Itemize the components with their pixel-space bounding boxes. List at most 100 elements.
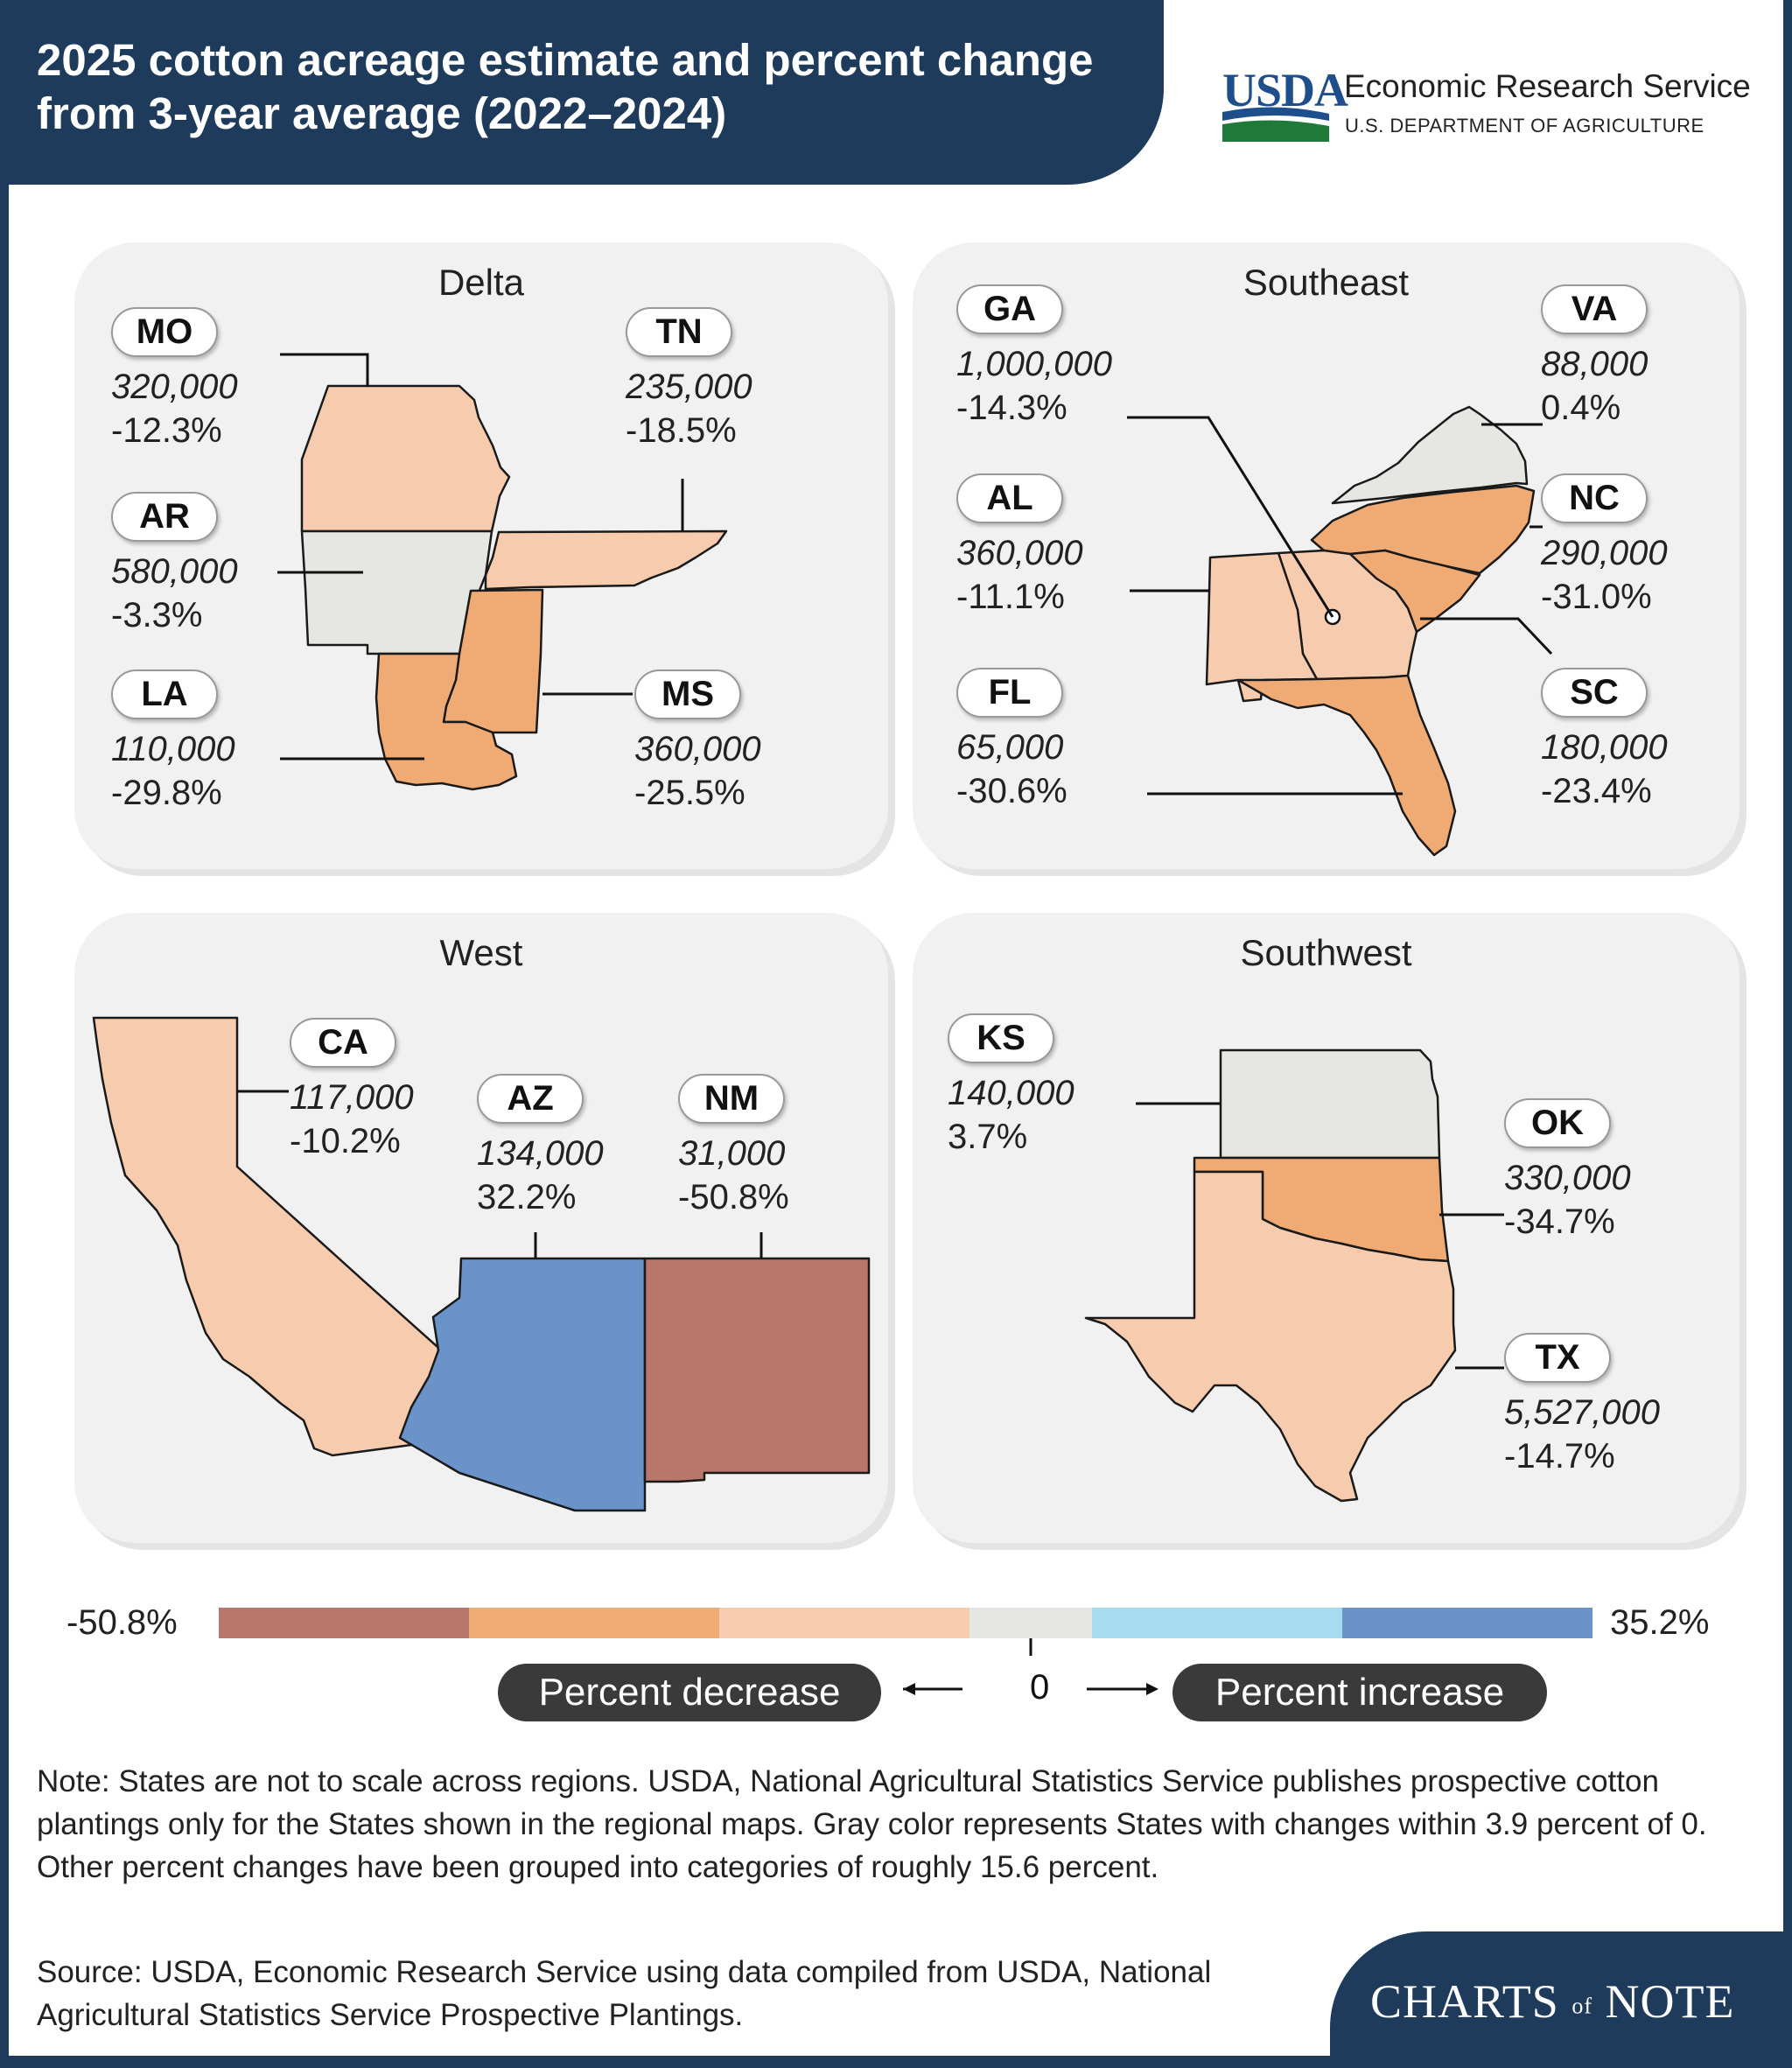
- state-change-sc: -23.4%: [1541, 772, 1652, 810]
- state-shape-ca: [92, 1016, 452, 1457]
- region-panel-west: West CA 117,000 -10.2% AZ 134,000 32.2% …: [74, 913, 888, 1543]
- state-abbr-mo: MO: [111, 307, 218, 357]
- state-abbr-ca: CA: [290, 1018, 396, 1068]
- state-acreage-ms: 360,000: [634, 730, 761, 768]
- note-text: Note: States are not to scale across reg…: [37, 1764, 1707, 1884]
- state-shape-nm: [643, 1257, 871, 1483]
- state-acreage-tn: 235,000: [626, 368, 752, 406]
- state-label-al: AL 360,000 -11.1%: [956, 473, 1083, 620]
- state-abbr-ms: MS: [634, 669, 741, 719]
- state-abbr-ga: GA: [956, 284, 1063, 334]
- state-shape-fl: [1236, 674, 1457, 857]
- logo-word-charts: CHARTS: [1370, 1975, 1559, 2028]
- state-change-az: 32.2%: [477, 1178, 577, 1216]
- state-abbr-nc: NC: [1541, 473, 1648, 523]
- state-abbr-tn: TN: [626, 307, 732, 357]
- state-abbr-al: AL: [956, 473, 1063, 523]
- header-band: 2025 cotton acreage estimate and percent…: [9, 0, 1164, 185]
- legend-swatch-6: [1342, 1608, 1592, 1638]
- state-acreage-nm: 31,000: [678, 1134, 786, 1173]
- state-abbr-la: LA: [111, 669, 218, 719]
- chart-frame: 2025 cotton acreage estimate and percent…: [9, 0, 1792, 2068]
- state-acreage-nc: 290,000: [1541, 534, 1668, 572]
- legend-swatch-5: [1092, 1608, 1342, 1638]
- state-acreage-tx: 5,527,000: [1504, 1393, 1660, 1432]
- region-title-delta: Delta: [438, 262, 525, 303]
- state-label-fl: FL 65,000 -30.6%: [956, 668, 1068, 814]
- agency-name: Economic Research Service: [1344, 68, 1751, 104]
- leader-line-sc: [1420, 617, 1553, 655]
- state-change-va: 0.4%: [1541, 389, 1621, 427]
- logo-word-note: NOTE: [1605, 1975, 1735, 2028]
- legend-max-label: 35.2%: [1610, 1603, 1710, 1642]
- state-label-sc: SC 180,000 -23.4%: [1541, 668, 1668, 814]
- state-label-va: VA 88,000 0.4%: [1541, 284, 1648, 431]
- department-name: U.S. DEPARTMENT OF AGRICULTURE: [1345, 115, 1704, 137]
- state-acreage-fl: 65,000: [956, 728, 1064, 767]
- state-label-ok: OK 330,000 -34.7%: [1504, 1098, 1631, 1244]
- state-acreage-mo: 320,000: [111, 368, 238, 406]
- region-panel-southeast: Southeast GA 1,000,000 -14.3% VA 88,000 …: [913, 242, 1740, 869]
- legend-decrease-label: Percent decrease: [498, 1664, 881, 1721]
- state-change-ks: 3.7%: [948, 1118, 1028, 1156]
- state-abbr-nm: NM: [678, 1074, 785, 1124]
- state-label-ga: GA 1,000,000 -14.3%: [956, 284, 1112, 431]
- state-acreage-al: 360,000: [956, 534, 1083, 572]
- state-change-ok: -34.7%: [1504, 1202, 1615, 1241]
- state-change-ga: -14.3%: [956, 389, 1068, 427]
- state-change-mo: -12.3%: [111, 411, 222, 450]
- state-change-ar: -3.3%: [111, 596, 203, 634]
- region-title-southeast: Southeast: [1242, 262, 1410, 303]
- legend-increase-label: Percent increase: [1172, 1664, 1547, 1721]
- legend-color-scale: [219, 1608, 1592, 1695]
- state-abbr-fl: FL: [956, 668, 1063, 718]
- state-acreage-la: 110,000: [111, 730, 235, 768]
- state-change-la: -29.8%: [111, 774, 222, 812]
- state-label-ar: AR 580,000 -3.3%: [111, 492, 238, 638]
- southwest-map: [1084, 1048, 1504, 1503]
- state-label-ca: CA 117,000 -10.2%: [290, 1018, 414, 1164]
- state-label-mo: MO 320,000 -12.3%: [111, 307, 238, 453]
- legend-swatch-4: [970, 1608, 1092, 1638]
- legend-min-label: -50.8%: [66, 1603, 178, 1642]
- region-title-southwest: Southwest: [1240, 932, 1412, 973]
- legend-swatch-1: [219, 1608, 469, 1638]
- state-label-az: AZ 134,000 32.2%: [477, 1074, 604, 1220]
- delta-map: [277, 353, 728, 791]
- state-abbr-va: VA: [1541, 284, 1648, 334]
- state-change-ca: -10.2%: [290, 1122, 401, 1160]
- state-abbr-ar: AR: [111, 492, 218, 542]
- logo-word-of: of: [1572, 1993, 1592, 2019]
- state-label-tx: TX 5,527,000 -14.7%: [1504, 1333, 1660, 1479]
- state-change-nc: -31.0%: [1541, 578, 1652, 616]
- state-label-nm: NM 31,000 -50.8%: [678, 1074, 789, 1220]
- state-change-ms: -25.5%: [634, 774, 746, 812]
- state-acreage-ga: 1,000,000: [956, 345, 1112, 383]
- state-acreage-ok: 330,000: [1504, 1159, 1631, 1197]
- legend-zero-label: 0: [1030, 1668, 1050, 1707]
- region-title-west: West: [439, 932, 523, 973]
- arrow-left-icon: [903, 1683, 962, 1695]
- region-panel-southwest: Southwest KS 140,000 3.7% OK 330,000 -34…: [913, 913, 1740, 1543]
- arrow-right-icon: [1087, 1683, 1158, 1695]
- region-panel-delta: Delta MO 320,000 -12.3% TN 235,000 -18.5…: [74, 242, 888, 869]
- state-acreage-ks: 140,000: [948, 1074, 1074, 1112]
- state-change-nm: -50.8%: [678, 1178, 789, 1216]
- footer-band: [1330, 1931, 1792, 2068]
- charts-of-note-logo: CHARTS of NOTE: [1370, 1974, 1734, 2029]
- state-change-al: -11.1%: [956, 578, 1065, 616]
- state-acreage-sc: 180,000: [1541, 728, 1668, 767]
- state-label-tn: TN 235,000 -18.5%: [626, 307, 752, 453]
- southeast-map: [1127, 405, 1553, 857]
- state-abbr-az: AZ: [477, 1074, 584, 1124]
- state-acreage-ca: 117,000: [290, 1078, 414, 1117]
- state-shape-va: [1331, 405, 1529, 505]
- leader-line-mo: [280, 353, 369, 387]
- state-abbr-sc: SC: [1541, 668, 1648, 718]
- source-text: Source: USDA, Economic Research Service …: [37, 1955, 1212, 2032]
- state-change-fl: -30.6%: [956, 772, 1068, 810]
- state-shape-mo: [300, 384, 511, 533]
- state-shape-ks: [1219, 1048, 1441, 1160]
- state-shape-tn: [484, 529, 728, 591]
- state-change-tn: -18.5%: [626, 411, 737, 450]
